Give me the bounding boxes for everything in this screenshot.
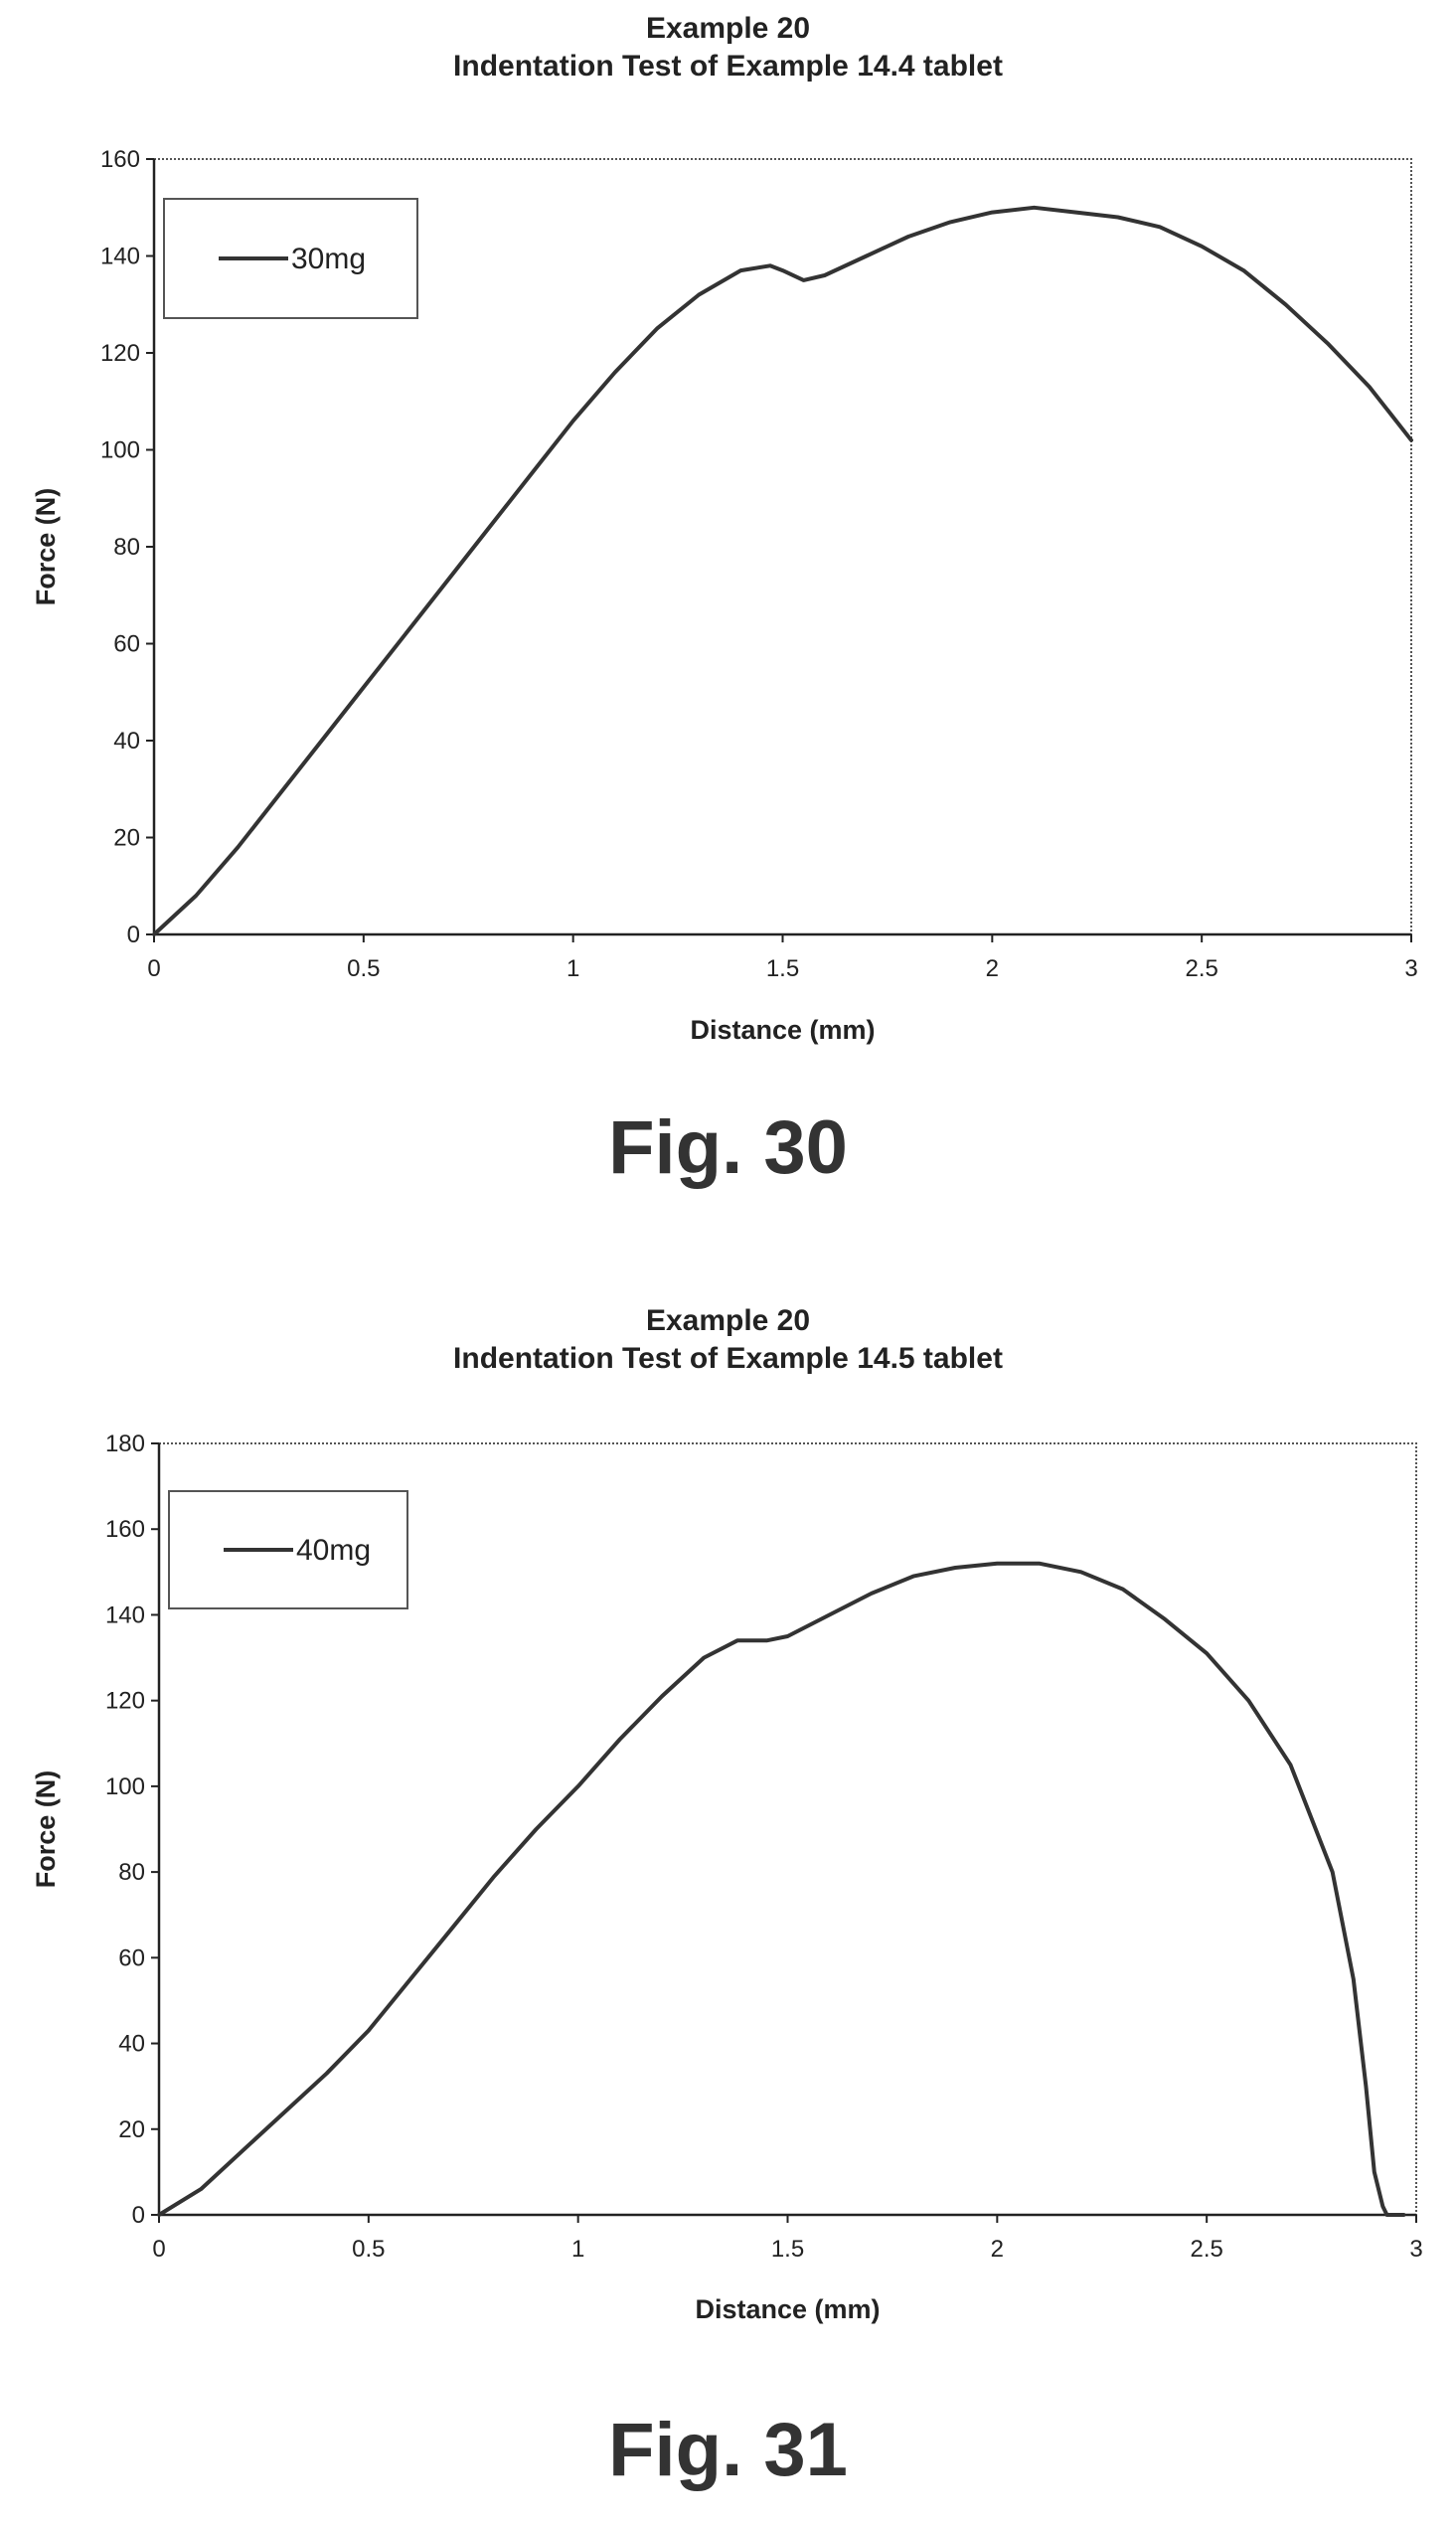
y-tick-label: 80 — [118, 1859, 145, 1886]
legend-box — [163, 198, 418, 319]
x-tick-label: 0.5 — [352, 2236, 385, 2263]
x-tick-label: 1.5 — [766, 955, 799, 982]
y-tick-label: 100 — [100, 437, 140, 464]
y-tick-label: 180 — [105, 1431, 145, 1457]
y-tick-label: 0 — [127, 922, 140, 948]
y-tick-label: 160 — [100, 146, 140, 173]
x-tick-label: 0 — [147, 955, 160, 982]
y-axis-label: Force (N) — [31, 488, 61, 606]
x-tick-label: 1.5 — [771, 2236, 804, 2263]
series-line-40mg — [157, 1561, 1406, 2217]
y-tick-label: 120 — [100, 340, 140, 367]
y-tick-label: 120 — [105, 1688, 145, 1715]
y-axis-label: Force (N) — [31, 1770, 61, 1889]
legend-label: 30mg — [291, 243, 366, 275]
y-tick-label: 40 — [118, 2031, 145, 2058]
y-tick-label: 100 — [105, 1773, 145, 1800]
chart-title: Example 20 — [645, 1304, 811, 1337]
x-axis-label: Distance (mm) — [695, 2294, 880, 2324]
figure-label: Fig. 30 — [608, 1105, 848, 1190]
y-tick-label: 0 — [132, 2202, 145, 2229]
y-tick-label: 80 — [113, 534, 140, 561]
x-tick-label: 2.5 — [1190, 2236, 1222, 2263]
x-tick-label: 1 — [571, 2236, 584, 2263]
x-tick-label: 0.5 — [347, 955, 380, 982]
chart-title: Example 20 — [645, 12, 811, 45]
x-tick-label: 2 — [986, 955, 999, 982]
x-tick-label: 2 — [991, 2236, 1004, 2263]
y-tick-label: 140 — [100, 244, 140, 270]
x-tick-label: 1 — [566, 955, 579, 982]
chart-31: 0 20 40 60 80 100 120 140 160 180 0 0.5 1 1.5 2 2.5 3 Dis… — [31, 1431, 1423, 2324]
y-tick-label: 20 — [113, 825, 140, 852]
y-tick-label: 60 — [118, 1944, 145, 1971]
x-tick-label: 3 — [1409, 2236, 1422, 2263]
y-tick-label: 140 — [105, 1601, 145, 1628]
y-tick-label: 40 — [113, 728, 140, 755]
legend-label: 40mg — [296, 1534, 371, 1567]
series-line-30mg — [152, 205, 1413, 936]
y-tick-label: 60 — [113, 631, 140, 658]
y-tick-label: 160 — [105, 1516, 145, 1543]
chart-subtitle: Indentation Test of Example 14.5 tablet — [453, 1342, 1003, 1375]
chart-30: 0 20 40 60 80 100 120 140 160 0 0.5 1 1.5 2 2.5 3 Distan… — [31, 146, 1418, 1045]
x-axis-label: Distance (mm) — [690, 1015, 875, 1045]
figure-30: Example 20 Indentation Test of Example 1… — [0, 0, 1456, 1263]
y-tick-label: 20 — [118, 2116, 145, 2143]
chart-subtitle: Indentation Test of Example 14.4 tablet — [453, 50, 1003, 83]
figure-label: Fig. 31 — [608, 2408, 848, 2492]
x-tick-label: 2.5 — [1185, 955, 1217, 982]
x-tick-label: 3 — [1404, 955, 1417, 982]
x-tick-label: 0 — [152, 2236, 165, 2263]
figure-31: Example 20 Indentation Test of Example 1… — [0, 1263, 1456, 2527]
